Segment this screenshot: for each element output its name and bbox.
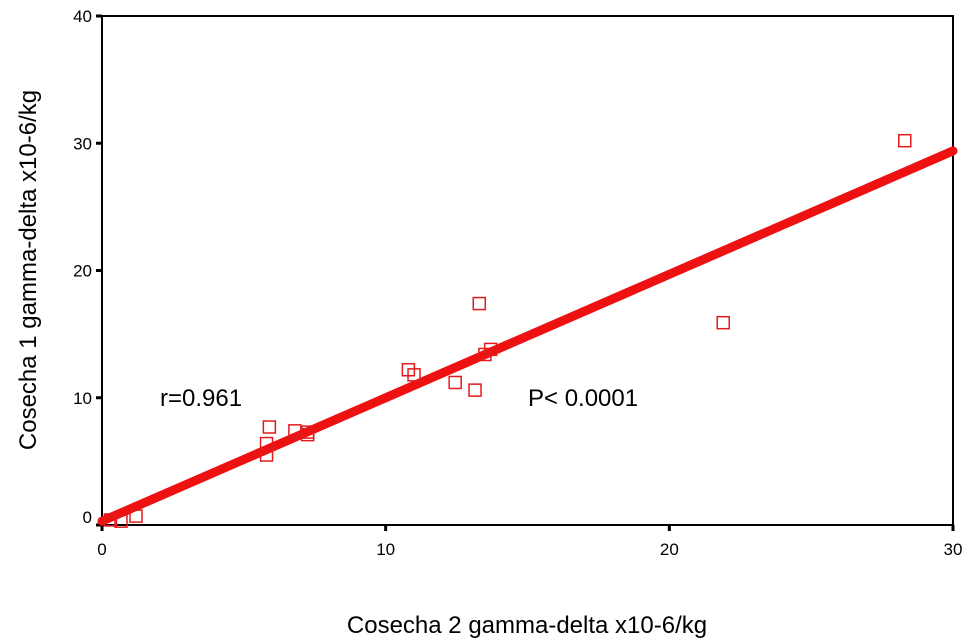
y-tick-label: 30 [73,134,92,153]
x-tick-label: 0 [97,540,106,559]
point [483,342,498,357]
x-tick-label: 20 [660,540,679,559]
point [114,514,128,528]
point [262,420,277,434]
point [472,296,487,311]
plot-frame [101,15,954,526]
x-tick-label: 10 [376,540,395,559]
point [300,425,315,439]
point [898,133,912,148]
y-tick-label: 10 [73,389,92,408]
y-tick-label: 40 [73,7,92,26]
point [716,315,730,330]
point [103,513,118,527]
annotation: P< 0.0001 [528,385,638,412]
x-tick-label: 30 [944,540,963,559]
point [288,424,302,438]
fit-line [97,146,958,526]
point [448,375,462,390]
y-axis-title: Cosecha 1 gamma-delta x10-6/kg [15,90,42,450]
y-tick-label: 0 [83,508,92,527]
annotation: r=0.961 [160,385,242,412]
point [259,436,274,451]
x-axis-title: Cosecha 2 gamma-delta x10-6/kg [347,612,707,639]
point [129,509,143,523]
point [407,368,421,382]
point [468,383,482,397]
y-tick-label: 20 [73,262,92,281]
